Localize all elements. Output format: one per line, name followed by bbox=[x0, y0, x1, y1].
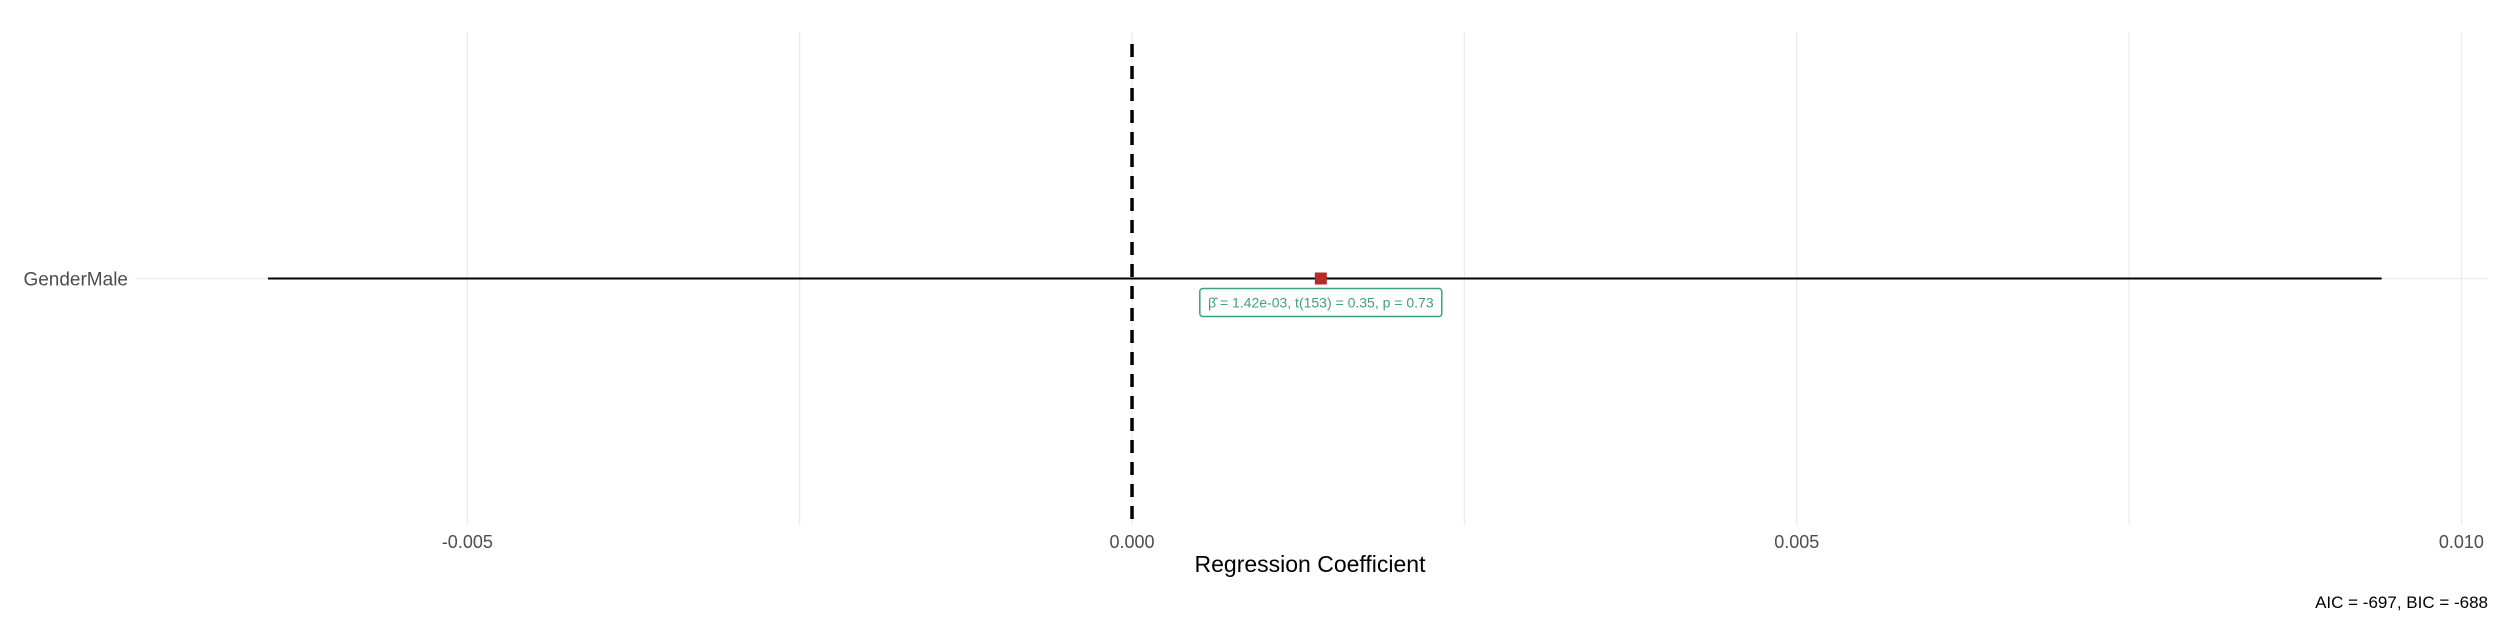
estimate-label-text: β̂ = 1.42e-03, t(153) = 0.35, p = 0.73 bbox=[1208, 295, 1434, 311]
fit-statistics-caption: AIC = -697, BIC = -688 bbox=[2315, 593, 2488, 612]
y-category-label: GenderMale bbox=[23, 270, 128, 291]
plot-marks: β̂ = 1.42e-03, t(153) = 0.35, p = 0.73 bbox=[267, 44, 2382, 525]
x-tick-label: -0.005 bbox=[442, 532, 493, 552]
x-tick-label: 0.010 bbox=[2439, 532, 2484, 552]
x-tick-label: 0.000 bbox=[1110, 532, 1155, 552]
axis-labels: -0.005 0.000 0.005 0.010 GenderMale bbox=[23, 270, 2483, 553]
coefficient-point bbox=[1314, 272, 1327, 285]
x-tick-label: 0.005 bbox=[1774, 532, 1819, 552]
estimate-label-box bbox=[1199, 287, 1443, 318]
x-axis-title: Regression Coefficient bbox=[1195, 551, 1427, 577]
